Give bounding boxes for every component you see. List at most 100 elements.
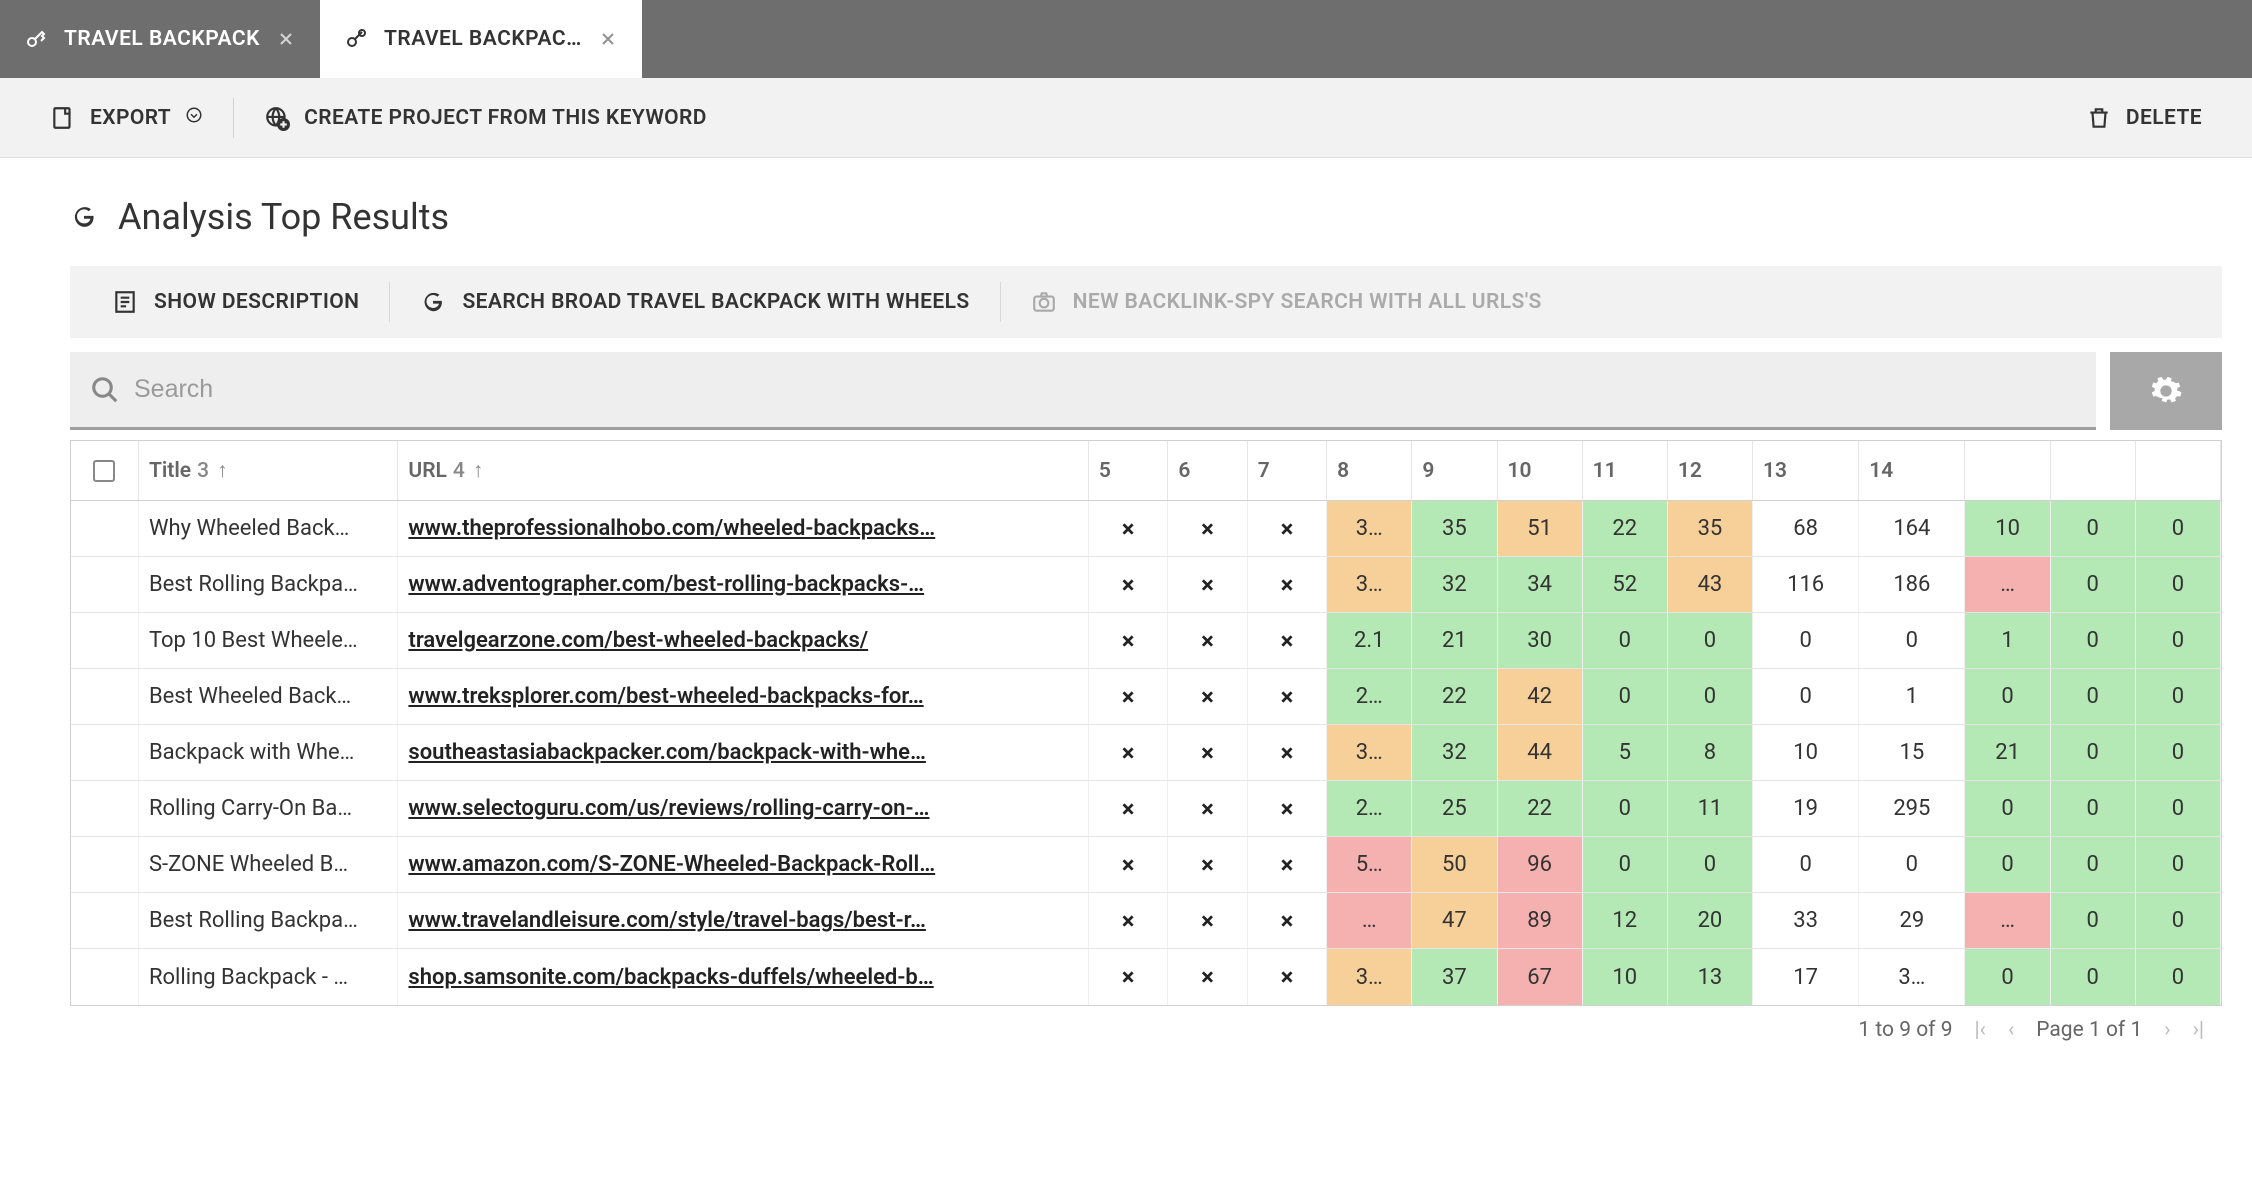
export-icon: [50, 105, 76, 131]
search-box[interactable]: [70, 352, 2096, 430]
cell: 0: [2136, 725, 2221, 780]
trash-icon: [2086, 105, 2112, 131]
cell: ×: [1089, 781, 1168, 836]
pager-prev-icon[interactable]: ‹: [2008, 1018, 2014, 1042]
row-url[interactable]: www.selectoguru.com/us/reviews/rolling-c…: [398, 781, 1088, 836]
row-checkbox[interactable]: [71, 837, 139, 892]
col-11[interactable]: 11: [1583, 441, 1668, 500]
col-12[interactable]: 12: [1668, 441, 1753, 500]
cell: ×: [1089, 893, 1168, 948]
delete-button[interactable]: DELETE: [2066, 105, 2222, 131]
settings-button[interactable]: [2110, 352, 2222, 430]
cell: ×: [1168, 781, 1247, 836]
table-row[interactable]: Top 10 Best Wheele…travelgearzone.com/be…: [71, 613, 2221, 669]
col-url[interactable]: URL4 ↑: [398, 441, 1088, 500]
cell: 0: [1668, 669, 1753, 724]
col-13[interactable]: 13: [1753, 441, 1859, 500]
table-row[interactable]: Best Rolling Backpa…www.adventographer.c…: [71, 557, 2221, 613]
description-icon: [112, 289, 138, 315]
pager-first-icon[interactable]: |‹: [1975, 1018, 1986, 1042]
row-url[interactable]: www.theprofessionalhobo.com/wheeled-back…: [398, 501, 1088, 556]
create-project-button[interactable]: CREATE PROJECT FROM THIS KEYWORD: [244, 105, 727, 131]
row-checkbox[interactable]: [71, 613, 139, 668]
cell: 0: [2051, 725, 2136, 780]
cell: 0: [1583, 669, 1668, 724]
search-broad-button[interactable]: SEARCH BROAD TRAVEL BACKPACK WITH WHEELS: [398, 289, 991, 315]
backlink-spy-button[interactable]: NEW BACKLINK-SPY SEARCH WITH ALL URLS'S: [1009, 289, 1564, 315]
cell: ×: [1248, 837, 1327, 892]
col-5[interactable]: 5: [1089, 441, 1168, 500]
search-input[interactable]: [134, 375, 2076, 404]
cell: 5: [1583, 725, 1668, 780]
col-8[interactable]: 8: [1327, 441, 1412, 500]
row-checkbox[interactable]: [71, 725, 139, 780]
row-checkbox[interactable]: [71, 669, 139, 724]
tab-active[interactable]: TRAVEL BACKPAC…: [320, 0, 642, 78]
col-title[interactable]: Title3 ↑: [139, 441, 398, 500]
table-row[interactable]: Backpack with Whe…southeastasiabackpacke…: [71, 725, 2221, 781]
row-url[interactable]: southeastasiabackpacker.com/backpack-wit…: [398, 725, 1088, 780]
col-7[interactable]: 7: [1248, 441, 1327, 500]
page-title-row: Analysis Top Results: [70, 178, 2222, 266]
row-checkbox[interactable]: [71, 893, 139, 948]
col-6[interactable]: 6: [1168, 441, 1247, 500]
google-icon: [70, 203, 98, 231]
row-url[interactable]: www.amazon.com/S-ZONE-Wheeled-Backpack-R…: [398, 837, 1088, 892]
cell: 22: [1412, 669, 1497, 724]
row-url[interactable]: www.travelandleisure.com/style/travel-ba…: [398, 893, 1088, 948]
cell: 0: [1859, 613, 1965, 668]
cell: 37: [1412, 949, 1497, 1005]
sort-asc-icon: ↑: [473, 459, 484, 483]
cell: 13: [1668, 949, 1753, 1005]
sort-asc-icon: ↑: [217, 459, 228, 483]
tab-inactive[interactable]: TRAVEL BACKPACK: [0, 0, 320, 78]
cell: 3…: [1327, 557, 1412, 612]
cell: 47: [1412, 893, 1497, 948]
row-checkbox[interactable]: [71, 501, 139, 556]
col-16[interactable]: [2051, 441, 2136, 500]
table-row[interactable]: S-ZONE Wheeled B…www.amazon.com/S-ZONE-W…: [71, 837, 2221, 893]
cell: 0: [1583, 781, 1668, 836]
row-url[interactable]: shop.samsonite.com/backpacks-duffels/whe…: [398, 949, 1088, 1005]
cell: ×: [1168, 501, 1247, 556]
cell: 8: [1668, 725, 1753, 780]
table-row[interactable]: Best Wheeled Back…www.treksplorer.com/be…: [71, 669, 2221, 725]
pager-last-icon[interactable]: ›|: [2193, 1018, 2204, 1042]
close-icon[interactable]: [276, 29, 296, 49]
export-button[interactable]: EXPORT: [30, 105, 223, 131]
row-checkbox[interactable]: [71, 781, 139, 836]
cell: ×: [1089, 613, 1168, 668]
pager-next-icon[interactable]: ›: [2164, 1018, 2170, 1042]
google-icon: [420, 289, 446, 315]
table-row[interactable]: Rolling Backpack - …shop.samsonite.com/b…: [71, 949, 2221, 1005]
row-url[interactable]: www.treksplorer.com/best-wheeled-backpac…: [398, 669, 1088, 724]
col-15[interactable]: [1965, 441, 2050, 500]
table-row[interactable]: Why Wheeled Back…www.theprofessionalhobo…: [71, 501, 2221, 557]
chevron-down-icon: [185, 106, 203, 130]
pager: 1 to 9 of 9 |‹ ‹ Page 1 of 1 › ›|: [70, 1006, 2222, 1042]
cell: 0: [1965, 669, 2050, 724]
row-url[interactable]: travelgearzone.com/best-wheeled-backpack…: [398, 613, 1088, 668]
row-checkbox[interactable]: [71, 949, 139, 1005]
close-icon[interactable]: [598, 29, 618, 49]
cell: 0: [2136, 893, 2221, 948]
cell: 35: [1412, 501, 1497, 556]
col-17[interactable]: [2136, 441, 2221, 500]
cell: 0: [2136, 613, 2221, 668]
col-14[interactable]: 14: [1859, 441, 1965, 500]
export-label: EXPORT: [90, 106, 171, 130]
table-row[interactable]: Best Rolling Backpa…www.travelandleisure…: [71, 893, 2221, 949]
show-description-button[interactable]: SHOW DESCRIPTION: [90, 289, 381, 315]
row-checkbox[interactable]: [71, 557, 139, 612]
cell: 0: [1668, 837, 1753, 892]
cell: 0: [2136, 781, 2221, 836]
row-title: Best Rolling Backpa…: [139, 893, 398, 948]
table-row[interactable]: Rolling Carry-On Ba…www.selectoguru.com/…: [71, 781, 2221, 837]
cell: …: [1327, 893, 1412, 948]
col-10[interactable]: 10: [1498, 441, 1583, 500]
cell: 0: [1859, 837, 1965, 892]
col-checkbox[interactable]: [71, 441, 139, 500]
col-9[interactable]: 9: [1412, 441, 1497, 500]
row-url[interactable]: www.adventographer.com/best-rolling-back…: [398, 557, 1088, 612]
cell: 2…: [1327, 781, 1412, 836]
